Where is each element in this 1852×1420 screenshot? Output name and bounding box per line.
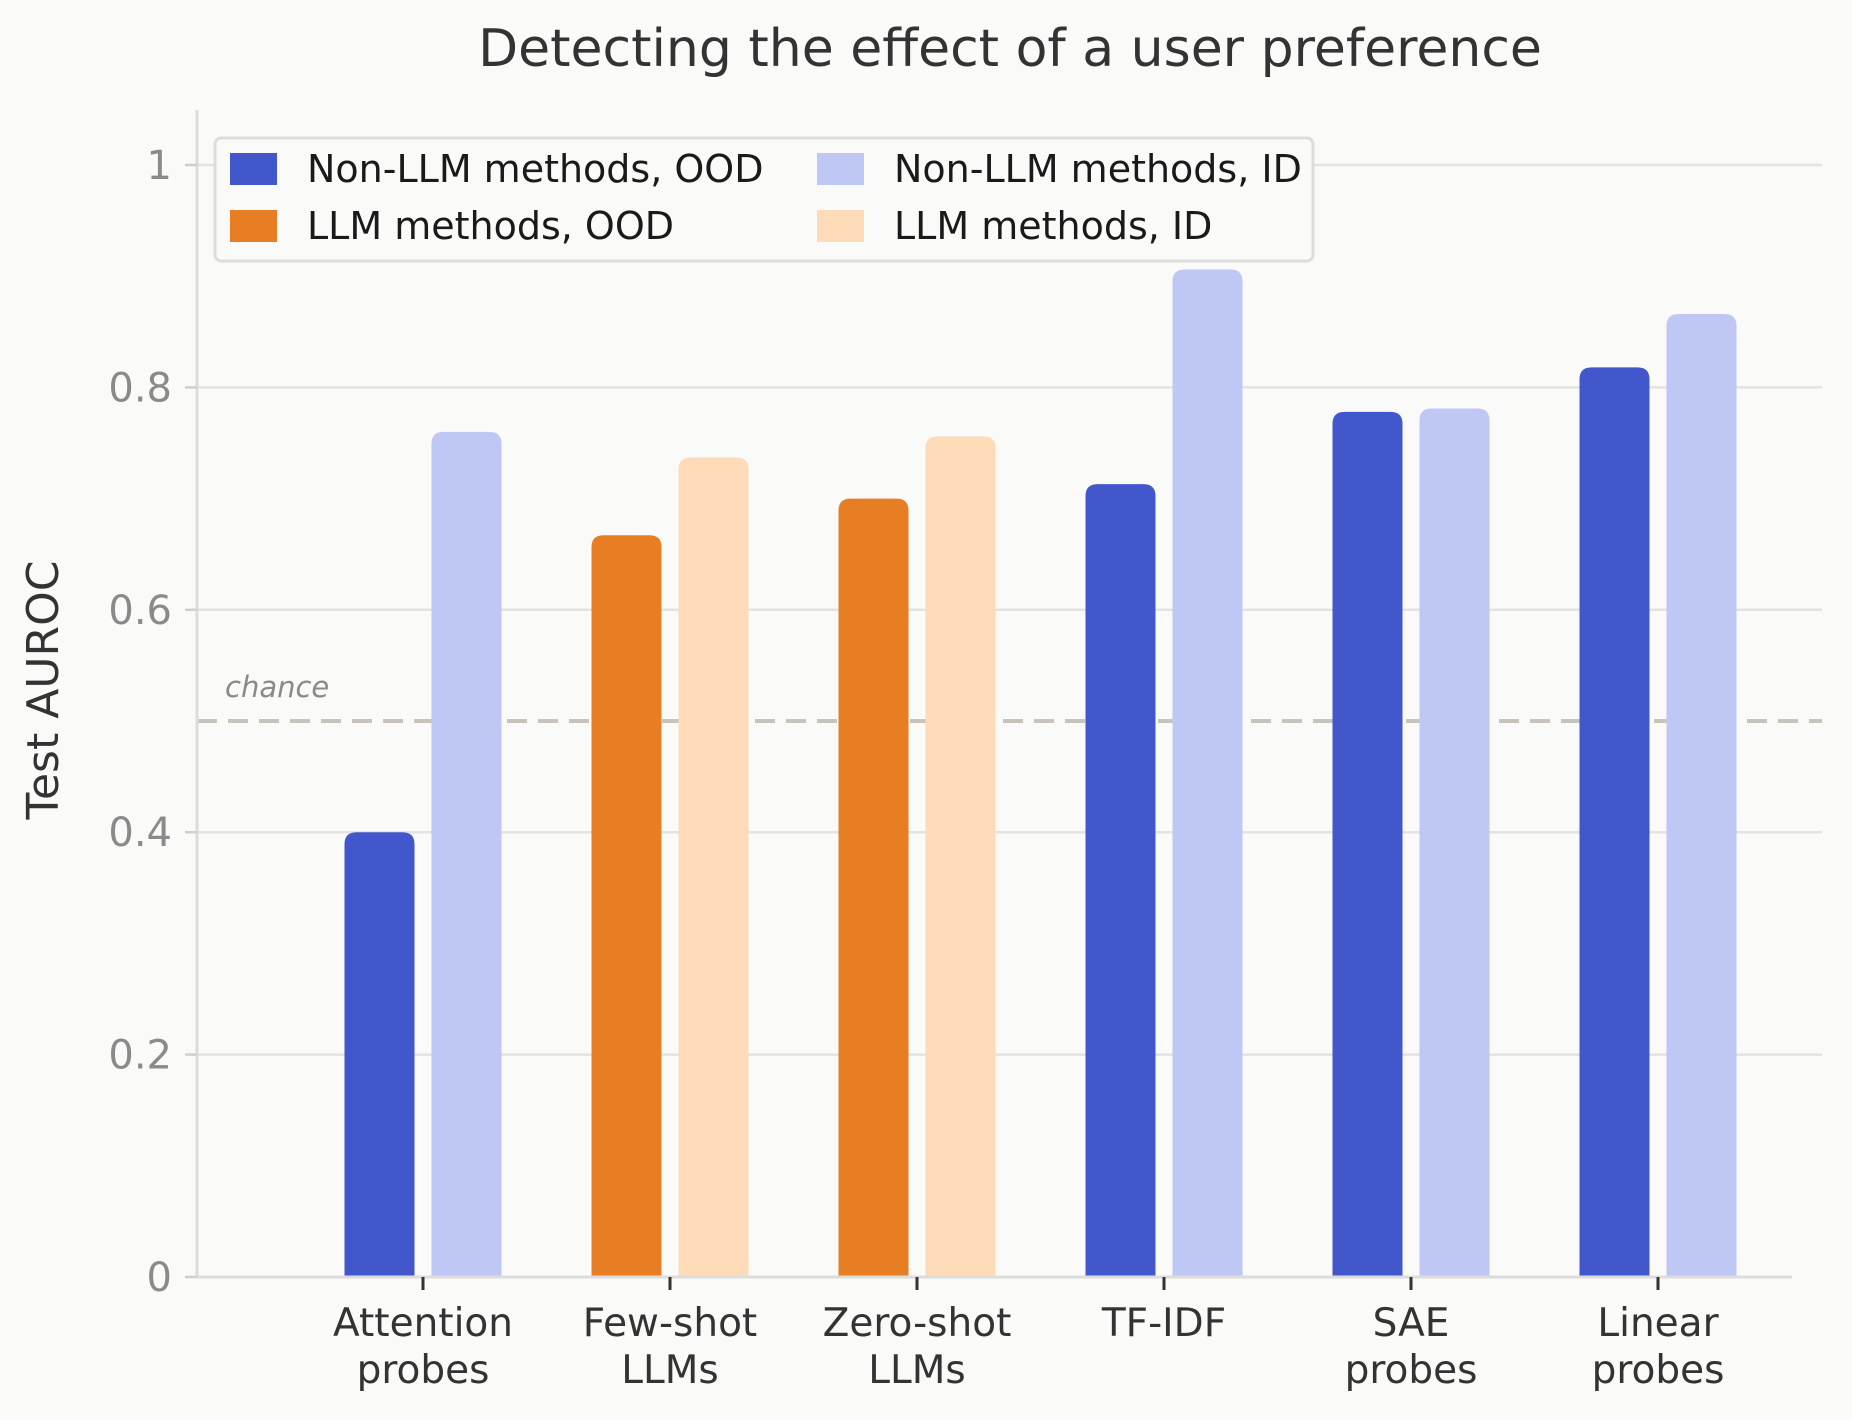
- x-tick-label-line: Linear: [1597, 1301, 1719, 1346]
- y-tick-label: 0.2: [108, 1033, 172, 1079]
- y-tick-label: 0.4: [108, 810, 172, 856]
- axes: [195, 110, 1792, 1279]
- legend-swatch: [817, 153, 864, 185]
- bar-few-shot-llms-ood: [591, 535, 662, 1277]
- bar-linear-probes-ood: [1579, 367, 1650, 1277]
- x-tick-label-line: probes: [1592, 1348, 1725, 1393]
- x-tick-label-line: TF-IDF: [1101, 1301, 1226, 1346]
- legend: Non-LLM methods, OOD Non-LLM methods, ID L…: [213, 136, 1315, 263]
- y-tick-label: 1: [147, 143, 172, 189]
- bar-attention-probes-ood: [344, 832, 415, 1277]
- legend-swatch: [817, 210, 864, 242]
- x-tick-label-linear-probes: Linear probes: [1592, 1301, 1725, 1393]
- bar-zero-shot-llms-id: [925, 436, 996, 1277]
- x-tick-label-line: Few-shot: [583, 1301, 757, 1346]
- chance-line-group: chance: [197, 670, 1822, 723]
- x-tick-label-tf-idf: TF-IDF: [1101, 1301, 1226, 1346]
- x-tick-label-line: SAE: [1373, 1301, 1450, 1346]
- bar-few-shot-llms-id: [678, 457, 749, 1277]
- x-tick-label-line: Zero-shot: [823, 1301, 1012, 1346]
- legend-swatch: [230, 153, 277, 185]
- x-tick-label-line: LLMs: [868, 1348, 965, 1393]
- y-tick-label: 0.6: [108, 588, 172, 634]
- x-tick-label-line: probes: [357, 1348, 490, 1393]
- y-ticks: 0 0.2 0.4 0.6 0.8 1: [108, 143, 197, 1301]
- chart-title: Detecting the effect of a user preferenc…: [478, 19, 1542, 79]
- legend-frame: [213, 136, 1315, 263]
- bar-tf-idf-id: [1172, 269, 1243, 1277]
- legend-label: Non-LLM methods, OOD: [307, 147, 763, 191]
- legend-swatch: [230, 210, 277, 242]
- chance-label: chance: [225, 670, 329, 704]
- x-tick-label-attention-probes: Attention probes: [333, 1301, 513, 1393]
- x-tick-label-sae-probes: SAE probes: [1345, 1301, 1478, 1393]
- bar-sae-probes-ood: [1332, 411, 1403, 1277]
- bar-attention-probes-id: [431, 431, 502, 1277]
- bar-zero-shot-llms-ood: [838, 498, 909, 1278]
- bar-tf-idf-ood: [1085, 484, 1156, 1277]
- x-tick-label-line: probes: [1345, 1348, 1478, 1393]
- bars: [344, 269, 1737, 1278]
- y-tick-label: 0: [147, 1255, 172, 1301]
- legend-label: Non-LLM methods, ID: [894, 147, 1302, 191]
- x-tick-label-line: Attention: [333, 1301, 513, 1346]
- x-tick-label-line: LLMs: [621, 1348, 718, 1393]
- bar-linear-probes-id: [1666, 314, 1737, 1277]
- y-axis-label: Test AUROC: [18, 561, 69, 821]
- legend-label: LLM methods, ID: [894, 204, 1212, 248]
- legend-label: LLM methods, OOD: [307, 204, 674, 248]
- x-tick-label-zero-shot-llms: Zero-shot LLMs: [823, 1301, 1012, 1393]
- bar-sae-probes-id: [1419, 408, 1490, 1277]
- y-tick-label: 0.8: [108, 365, 172, 411]
- x-tick-label-few-shot-llms: Few-shot LLMs: [583, 1301, 757, 1393]
